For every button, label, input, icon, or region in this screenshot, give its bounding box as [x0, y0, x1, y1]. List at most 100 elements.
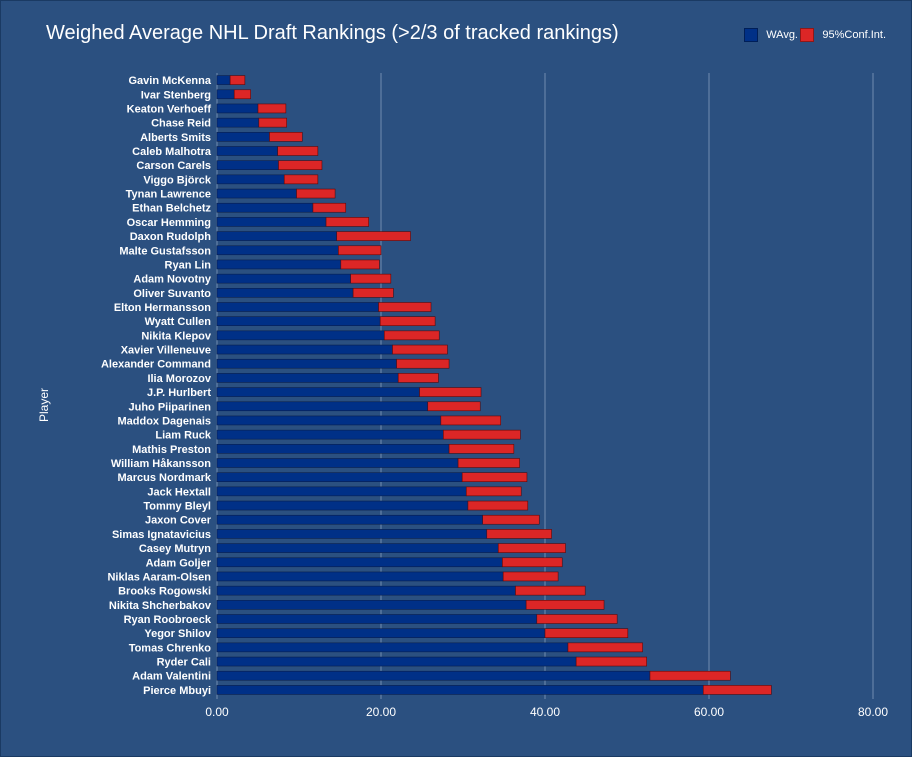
bar-wavg[interactable] [216, 117, 260, 128]
bar-wavg[interactable] [216, 387, 420, 397]
bar-conf-int[interactable] [536, 614, 618, 624]
bar-conf-int[interactable] [312, 202, 347, 213]
bar-wavg[interactable] [216, 514, 483, 525]
bar-conf-int[interactable] [392, 344, 448, 355]
bar-conf-int[interactable] [482, 514, 540, 525]
bar-wavg[interactable] [216, 344, 393, 355]
bar-wavg[interactable] [216, 302, 379, 312]
bar-conf-int[interactable] [233, 89, 251, 100]
bar-conf-int[interactable] [465, 486, 522, 497]
y-tick-label: Tynan Lawrence [126, 189, 211, 201]
bar-wavg[interactable] [216, 231, 338, 241]
bar-wavg[interactable] [216, 529, 488, 539]
bar-conf-int[interactable] [379, 316, 436, 326]
bar-conf-int[interactable] [352, 288, 394, 298]
bar-wavg[interactable] [216, 543, 499, 553]
bar-wavg[interactable] [216, 415, 442, 426]
bar-conf-int[interactable] [419, 387, 482, 397]
bar-wavg[interactable] [216, 89, 235, 100]
bar-conf-int[interactable] [278, 160, 323, 170]
bar-wavg[interactable] [216, 458, 459, 468]
legend-item-wavg[interactable]: WAvg. [744, 28, 798, 42]
bar-conf-int[interactable] [325, 217, 369, 227]
bar-wavg[interactable] [216, 202, 314, 213]
bar-conf-int[interactable] [502, 557, 563, 568]
bar-conf-int[interactable] [461, 472, 528, 482]
bar-wavg[interactable] [216, 273, 351, 284]
bar-wavg[interactable] [216, 656, 577, 667]
bar-wavg[interactable] [216, 614, 538, 624]
bar-wavg[interactable] [216, 316, 381, 326]
bar-wavg[interactable] [216, 585, 516, 596]
bar-wavg[interactable] [216, 259, 342, 270]
bar-wavg[interactable] [216, 600, 527, 610]
bar-wavg[interactable] [216, 557, 503, 568]
bar-conf-int[interactable] [457, 458, 520, 468]
bar-conf-int[interactable] [283, 174, 319, 185]
bar-wavg[interactable] [216, 146, 278, 156]
bar-conf-int[interactable] [448, 444, 515, 454]
bar-wavg[interactable] [216, 217, 327, 227]
bar-conf-int[interactable] [269, 132, 303, 142]
bar-conf-int[interactable] [397, 373, 439, 383]
bar-conf-int[interactable] [336, 231, 411, 241]
bar-wavg[interactable] [216, 642, 569, 653]
bar-wavg[interactable] [216, 444, 450, 454]
bar-conf-int[interactable] [378, 302, 432, 312]
bar-conf-int[interactable] [383, 330, 440, 341]
bar-conf-int[interactable] [229, 75, 246, 85]
bar-wavg[interactable] [216, 628, 546, 638]
bar-wavg[interactable] [216, 486, 467, 497]
bar-conf-int[interactable] [258, 117, 288, 128]
bar-conf-int[interactable] [544, 628, 629, 638]
y-tick-label: Adam Goljer [146, 557, 212, 569]
bar-wavg[interactable] [216, 188, 297, 199]
bar-wavg[interactable] [216, 373, 399, 383]
bar-conf-int[interactable] [486, 529, 552, 539]
chart-title: Weighed Average NHL Draft Rankings (>2/3… [46, 22, 619, 44]
bar-conf-int[interactable] [338, 245, 382, 256]
bar-conf-int[interactable] [467, 500, 529, 511]
bar-wavg[interactable] [216, 245, 339, 256]
bar-conf-int[interactable] [649, 670, 731, 681]
y-tick-label: Ryan Lin [165, 259, 212, 271]
bar-conf-int[interactable] [497, 543, 566, 553]
y-tick-label: Ryder Cali [157, 657, 211, 669]
bar-conf-int[interactable] [277, 146, 319, 156]
bar-wavg[interactable] [216, 472, 463, 482]
y-tick-label: Adam Valentini [132, 671, 211, 683]
bar-conf-int[interactable] [257, 103, 287, 114]
bar-wavg[interactable] [216, 358, 397, 369]
bar-wavg[interactable] [216, 75, 231, 85]
bar-conf-int[interactable] [443, 429, 521, 440]
bar-conf-int[interactable] [567, 642, 643, 653]
x-tick-label: 20.00 [366, 705, 396, 719]
bar-conf-int[interactable] [440, 415, 502, 426]
legend-item-conf-int[interactable]: 95%Conf.Int. [800, 28, 886, 42]
bar-wavg[interactable] [216, 670, 651, 681]
bar-wavg[interactable] [216, 401, 429, 412]
y-tick-label: Mathis Preston [132, 444, 211, 456]
bar-conf-int[interactable] [502, 571, 559, 582]
bar-wavg[interactable] [216, 571, 504, 582]
bar-wavg[interactable] [216, 132, 270, 142]
bar-conf-int[interactable] [515, 585, 586, 596]
bar-conf-int[interactable] [396, 358, 450, 369]
legend-label-conf-int: 95%Conf.Int. [822, 29, 886, 41]
bar-wavg[interactable] [216, 330, 385, 341]
bar-wavg[interactable] [216, 429, 444, 440]
bar-conf-int[interactable] [702, 685, 772, 695]
bar-wavg[interactable] [216, 685, 704, 695]
bar-wavg[interactable] [216, 500, 469, 511]
bar-conf-int[interactable] [525, 600, 605, 610]
bar-conf-int[interactable] [575, 656, 647, 667]
bar-wavg[interactable] [216, 174, 285, 185]
bar-wavg[interactable] [216, 103, 259, 114]
bar-conf-int[interactable] [427, 401, 481, 412]
bar-wavg[interactable] [216, 160, 279, 170]
bar-conf-int[interactable] [296, 188, 336, 199]
y-tick-label: Brooks Rogowski [118, 586, 211, 598]
bar-conf-int[interactable] [350, 273, 392, 284]
bar-conf-int[interactable] [340, 259, 380, 270]
bar-wavg[interactable] [216, 288, 354, 298]
